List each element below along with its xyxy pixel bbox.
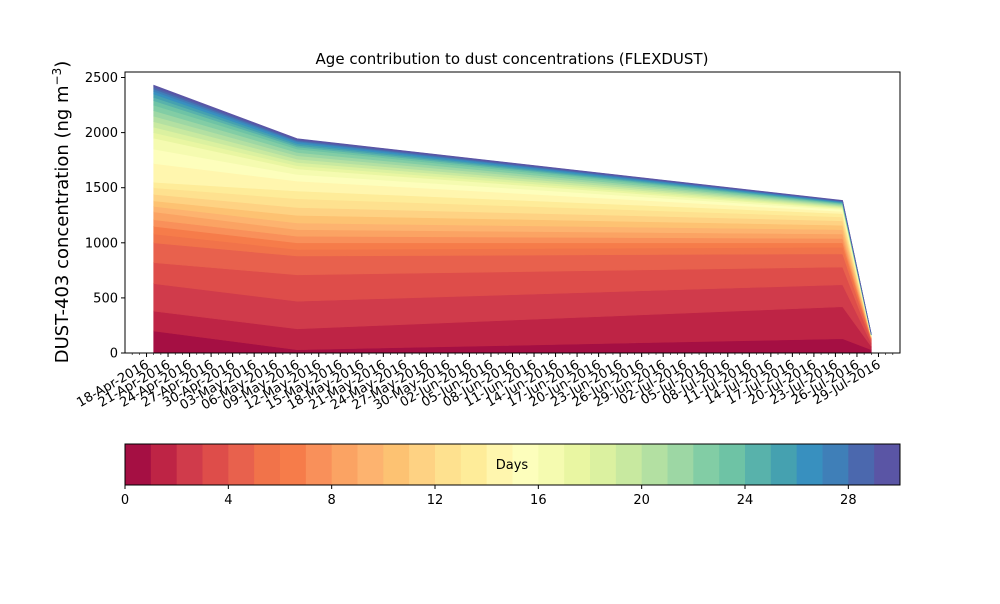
colorbar-tick-label: 8 (328, 493, 336, 508)
colorbar-tick-label: 0 (121, 493, 129, 508)
colorbar-segment (796, 444, 823, 485)
colorbar-segment (150, 444, 178, 485)
y-axis-ticks: 0 500 1000 1500 2000 2500 (85, 71, 125, 362)
chart-title: Age contribution to dust concentrations … (316, 50, 709, 68)
stacked-areas (153, 84, 872, 354)
colorbar-tick-label: 4 (224, 493, 232, 508)
y-tick-label: 2000 (85, 126, 118, 141)
colorbar-segment (822, 444, 849, 485)
colorbar-segment (202, 444, 229, 485)
colorbar-segment (590, 444, 617, 485)
colorbar-segment (486, 444, 513, 485)
colorbar-segment (409, 444, 436, 485)
colorbar-segment (693, 444, 720, 485)
colorbar-tick-label: 12 (427, 493, 444, 508)
colorbar-tick-label: 28 (840, 493, 857, 508)
y-axis-label-text: DUST-403 concentration (ng m (52, 85, 73, 363)
colorbar-segment (615, 444, 643, 485)
colorbar-segment (254, 444, 281, 485)
y-tick-label: 500 (93, 291, 118, 306)
y-axis-label-superscript: −3 (50, 68, 64, 86)
colorbar-segment (848, 444, 875, 485)
colorbar-segment (719, 444, 746, 485)
colorbar-segment (770, 444, 798, 485)
colorbar-segment (383, 444, 410, 485)
area-band-day-29 (153, 84, 872, 335)
colorbar-segment (305, 444, 333, 485)
colorbar-segment (874, 444, 901, 485)
colorbar-segment (435, 444, 462, 485)
colorbar-segment (460, 444, 488, 485)
colorbar-segment (538, 444, 565, 485)
colorbar-segment (280, 444, 307, 485)
colorbar-segment (331, 444, 358, 485)
colorbar-tick-label: 20 (633, 493, 650, 508)
y-axis-label: DUST-403 concentration (ng m−3) (50, 61, 73, 364)
colorbar-frame (124, 443, 901, 486)
y-tick-label: 1000 (85, 236, 118, 251)
colorbar-segment (667, 444, 694, 485)
colorbar-segment (176, 444, 203, 485)
colorbar-segment (357, 444, 384, 485)
colorbar-segment (125, 444, 152, 485)
colorbar-segment (564, 444, 591, 485)
y-tick-label: 2500 (85, 71, 118, 86)
colorbar-segment (641, 444, 668, 485)
colorbar-segment (745, 444, 772, 485)
y-tick-label: 1500 (85, 181, 118, 196)
y-axis-label-close: ) (52, 61, 73, 68)
colorbar-segment (512, 444, 539, 485)
colorbar-ticks: 0 4 8 12 16 20 24 28 (121, 485, 857, 508)
colorbar-label: Days (496, 458, 529, 473)
colorbar-tick-label: 24 (737, 493, 754, 508)
y-tick-label: 0 (110, 347, 118, 362)
x-axis-ticks: 18-Apr-201621-Apr-201624-Apr-201627-Apr-… (74, 353, 894, 413)
colorbar (124, 443, 901, 486)
colorbar-segment (228, 444, 255, 485)
colorbar-tick-label: 16 (530, 493, 547, 508)
